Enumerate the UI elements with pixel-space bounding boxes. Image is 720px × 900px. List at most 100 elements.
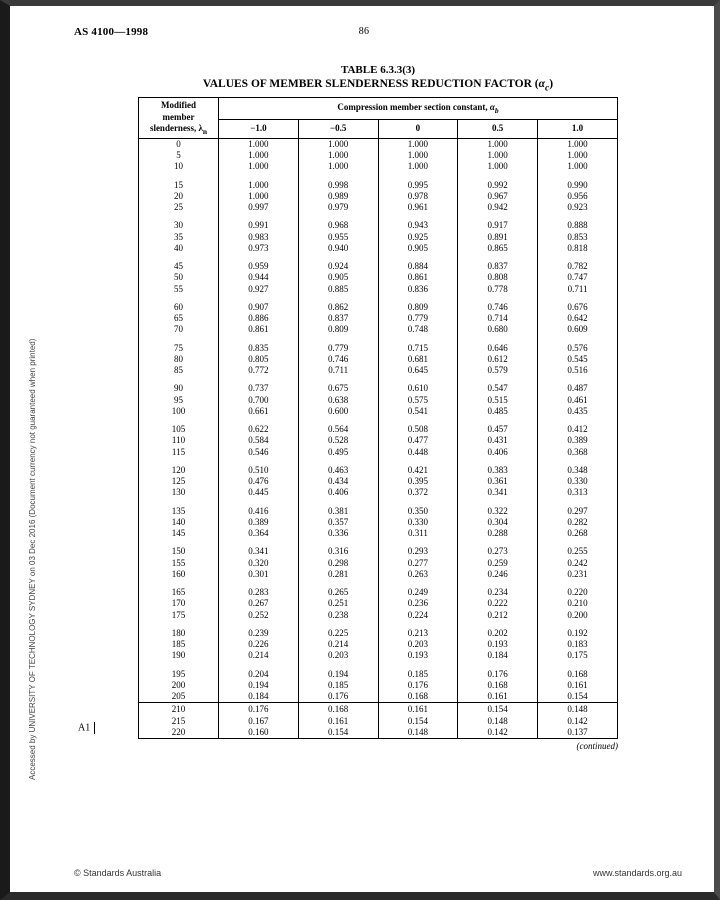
- table-row: 350.9830.9550.9250.8910.853: [139, 232, 618, 243]
- table-cell: 0.711: [298, 365, 378, 376]
- table-row: 1850.2260.2140.2030.1930.183: [139, 639, 618, 650]
- standard-code: AS 4100—1998: [74, 26, 148, 38]
- table-cell: 0.184: [219, 691, 299, 703]
- table-row: 2050.1840.1760.1680.1610.154: [139, 691, 618, 703]
- table-cell: 0.886: [219, 313, 299, 324]
- table-cell: 1.000: [538, 150, 618, 161]
- col-header-span: Compression member section constant, αb: [219, 98, 618, 119]
- table-cell: 0.661: [219, 406, 299, 417]
- table-cell: 0.330: [538, 476, 618, 487]
- table-row: 1700.2670.2510.2360.2220.210: [139, 598, 618, 609]
- table-row: 1650.2830.2650.2490.2340.220: [139, 580, 618, 598]
- table-cell: 0.995: [378, 173, 458, 191]
- table-cell: 0.214: [219, 650, 299, 661]
- table-cell: 0.297: [538, 499, 618, 517]
- table-cell: 0.575: [378, 395, 458, 406]
- table-cell: 40: [139, 243, 219, 254]
- table-cell: 0.579: [458, 365, 538, 376]
- table-cell: 0.448: [378, 447, 458, 458]
- table-row: 1250.4760.4340.3950.3610.330: [139, 476, 618, 487]
- table-row: 550.9270.8850.8360.7780.711: [139, 284, 618, 295]
- table-cell: 75: [139, 336, 219, 354]
- table-row: 650.8860.8370.7790.7140.642: [139, 313, 618, 324]
- page-header: AS 4100—1998 86: [74, 26, 682, 38]
- table-cell: 0.989: [298, 191, 378, 202]
- table-row: 1900.2140.2030.1930.1840.175: [139, 650, 618, 661]
- table-cell: 0.809: [378, 295, 458, 313]
- table-cell: 0.545: [538, 354, 618, 365]
- table-cell: 55: [139, 284, 219, 295]
- table-cell: 0.891: [458, 232, 538, 243]
- table-cell: 0.193: [458, 639, 538, 650]
- table-cell: 90: [139, 376, 219, 394]
- table-cell: 125: [139, 476, 219, 487]
- table-cell: 0.638: [298, 395, 378, 406]
- table-cell: 0.835: [219, 336, 299, 354]
- table-cell: 0.212: [458, 610, 538, 621]
- table-cell: 0.837: [458, 254, 538, 272]
- table-cell: 0.298: [298, 558, 378, 569]
- table-cell: 110: [139, 435, 219, 446]
- table-cell: 0.168: [458, 680, 538, 691]
- table-cell: 0.255: [538, 539, 618, 557]
- table-cell: 0.383: [458, 458, 538, 476]
- table-row: 850.7720.7110.6450.5790.516: [139, 365, 618, 376]
- table-cell: 0.167: [219, 716, 299, 727]
- table-cell: 35: [139, 232, 219, 243]
- table-cell: 0.236: [378, 598, 458, 609]
- table-number: TABLE 6.3.3(3): [74, 64, 682, 76]
- table-cell: 0.622: [219, 417, 299, 435]
- table-cell: 0.978: [378, 191, 458, 202]
- table-cell: 0.495: [298, 447, 378, 458]
- table-cell: 0.389: [538, 435, 618, 446]
- table-cell: 0.584: [219, 435, 299, 446]
- table-cell: 0.406: [458, 447, 538, 458]
- hdr-left-sub: n: [203, 127, 207, 136]
- table-cell: 0.225: [298, 621, 378, 639]
- table-cell: 0.576: [538, 336, 618, 354]
- table-cell: 0.350: [378, 499, 458, 517]
- table-cell: 0.778: [458, 284, 538, 295]
- table-cell: 0.203: [298, 650, 378, 661]
- table-row: 800.8050.7460.6810.6120.545: [139, 354, 618, 365]
- table-cell: 0.609: [538, 324, 618, 335]
- col-val-3: 0.5: [458, 119, 538, 138]
- table-cell: 0.818: [538, 243, 618, 254]
- table-row: 2100.1760.1680.1610.1540.148: [139, 703, 618, 716]
- col-val-2: 0: [378, 119, 458, 138]
- table-cell: 0.416: [219, 499, 299, 517]
- table-cell: 0.955: [298, 232, 378, 243]
- table-row: 1800.2390.2250.2130.2020.192: [139, 621, 618, 639]
- table-cell: 1.000: [538, 161, 618, 172]
- table-cell: 0.905: [298, 272, 378, 283]
- table-cell: 0.979: [298, 202, 378, 213]
- table-cell: 0: [139, 138, 219, 150]
- table-row: 400.9730.9400.9050.8650.818: [139, 243, 618, 254]
- table-cell: 0.772: [219, 365, 299, 376]
- table-cell: 0.154: [378, 716, 458, 727]
- table-cell: 220: [139, 727, 219, 739]
- table-row: 1600.3010.2810.2630.2460.231: [139, 569, 618, 580]
- table-cell: 95: [139, 395, 219, 406]
- table-cell: 0.435: [538, 406, 618, 417]
- table-cell: 0.372: [378, 487, 458, 498]
- table-cell: 0.265: [298, 580, 378, 598]
- footer-right: www.standards.org.au: [593, 868, 682, 878]
- table-cell: 0.983: [219, 232, 299, 243]
- table-cell: 0.202: [458, 621, 538, 639]
- table-cell: 0.194: [219, 680, 299, 691]
- table-cell: 0.998: [298, 173, 378, 191]
- revision-mark-bar: [94, 722, 95, 734]
- table-cell: 0.547: [458, 376, 538, 394]
- table-cell: 1.000: [298, 150, 378, 161]
- table-cell: 0.805: [219, 354, 299, 365]
- table-cell: 0.175: [538, 650, 618, 661]
- col-val-1: −0.5: [298, 119, 378, 138]
- table-cell: 0.301: [219, 569, 299, 580]
- table-cell: 0.161: [458, 691, 538, 703]
- table-cell: 0.176: [219, 703, 299, 716]
- table-cell: 0.515: [458, 395, 538, 406]
- table-cell: 0.646: [458, 336, 538, 354]
- table-cell: 0.434: [298, 476, 378, 487]
- table-cell: 0.808: [458, 272, 538, 283]
